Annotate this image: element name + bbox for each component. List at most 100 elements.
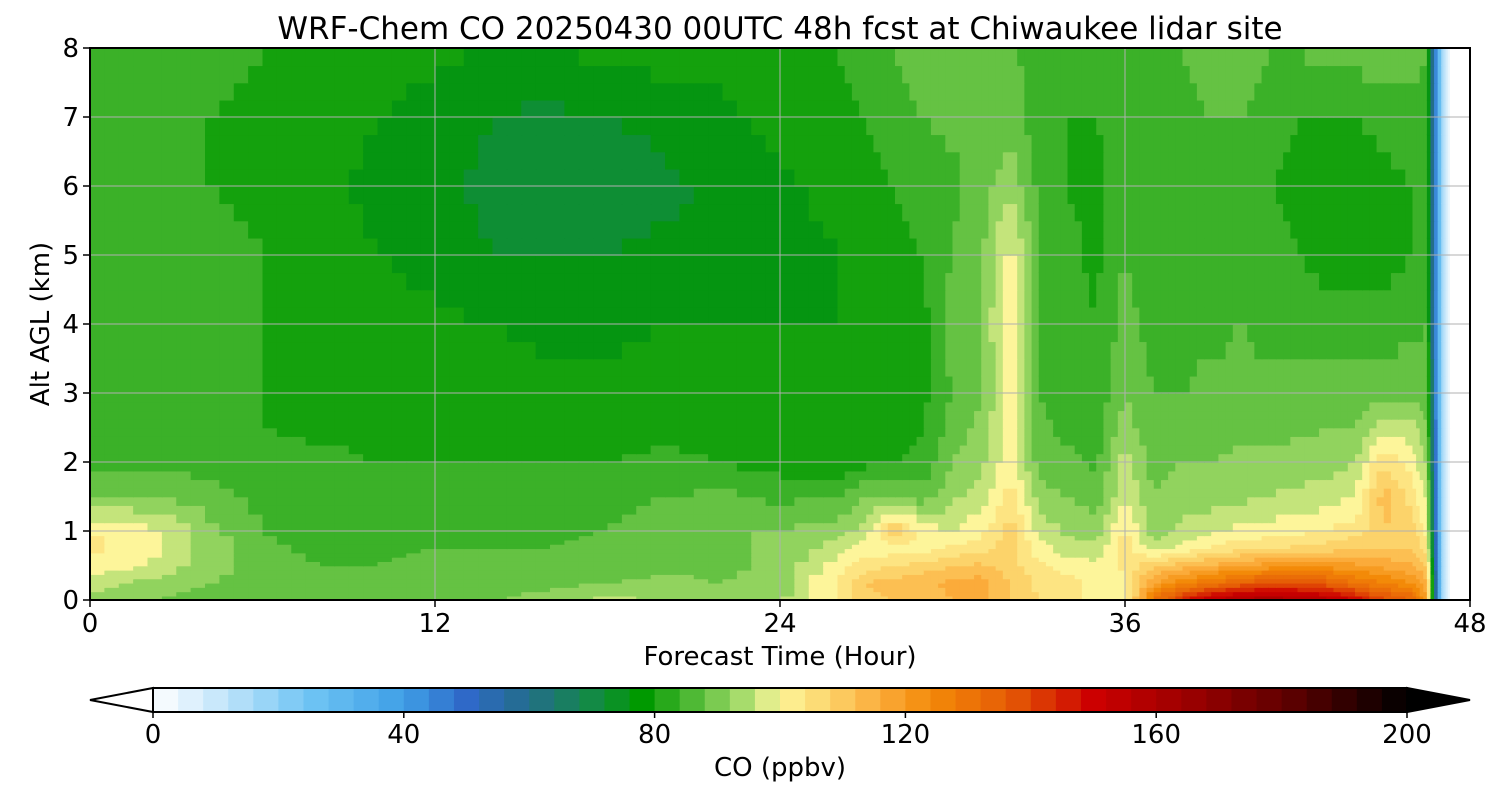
heatmap-cell — [873, 410, 882, 420]
heatmap-cell — [190, 595, 206, 600]
heatmap-cell — [262, 587, 278, 593]
heatmap-cell — [808, 418, 824, 429]
heatmap-cell — [909, 324, 918, 343]
heatmap-cell — [895, 462, 903, 472]
heatmap-cell — [1204, 505, 1213, 515]
heatmap-cell — [837, 324, 846, 343]
heatmap-cell — [535, 410, 551, 420]
heatmap-cell — [995, 565, 1004, 571]
heatmap-cell — [851, 436, 860, 446]
heatmap-cell — [650, 561, 666, 567]
heatmap-cell — [873, 453, 882, 463]
heatmap-cell — [621, 401, 638, 412]
heatmap-cell — [305, 487, 321, 498]
heatmap-cell — [1454, 505, 1461, 515]
heatmap-cell — [334, 479, 350, 489]
heatmap-cell — [880, 569, 889, 575]
heatmap-cell — [1189, 436, 1198, 446]
heatmap-cell — [593, 561, 609, 567]
heatmap-cell — [219, 561, 235, 567]
heatmap-cell — [902, 548, 911, 554]
heatmap-cell — [1132, 444, 1141, 455]
heatmap-cell — [118, 487, 134, 498]
heatmap-cell — [1355, 539, 1363, 545]
heatmap-cell — [1441, 453, 1445, 463]
heatmap-cell — [1362, 535, 1371, 541]
heatmap-cell — [1096, 427, 1105, 437]
heatmap-cell — [895, 548, 903, 554]
heatmap-cell — [1182, 513, 1191, 524]
heatmap-cell — [621, 539, 638, 545]
heatmap-cell — [492, 522, 508, 532]
heatmap-cell — [161, 444, 178, 455]
heatmap-cell — [1447, 548, 1451, 554]
heatmap-cell — [1196, 552, 1205, 558]
heatmap-cell — [334, 522, 350, 532]
heatmap-cell — [1067, 591, 1076, 597]
heatmap-cell — [780, 587, 796, 593]
heatmap-cell — [564, 582, 580, 588]
heatmap-cell — [1319, 595, 1328, 600]
heatmap-cell — [564, 444, 580, 455]
heatmap-cell — [808, 552, 824, 558]
heatmap-cell — [334, 324, 350, 343]
heatmap-cell — [1139, 556, 1148, 562]
heatmap-cell — [1225, 556, 1234, 562]
heatmap-cell — [1010, 505, 1018, 515]
heatmap-cell — [938, 574, 947, 580]
heatmap-cell — [1175, 556, 1184, 562]
heatmap-cell — [1304, 393, 1313, 403]
heatmap-cell — [1067, 436, 1076, 446]
heatmap-cell — [1362, 561, 1371, 567]
heatmap-cell — [916, 531, 925, 537]
heatmap-cell — [1283, 543, 1292, 550]
heatmap-cell — [1430, 582, 1435, 588]
heatmap-cell — [377, 574, 393, 580]
heatmap-cell — [1347, 543, 1356, 550]
heatmap-cell — [1081, 427, 1090, 437]
heatmap-cell — [751, 462, 767, 472]
heatmap-cell — [1204, 427, 1213, 437]
heatmap-cell — [147, 505, 163, 515]
heatmap-cell — [1405, 548, 1414, 554]
heatmap-cell — [521, 531, 537, 537]
heatmap-cell — [751, 401, 767, 412]
heatmap-cell — [1290, 453, 1299, 463]
heatmap-cell — [1254, 582, 1263, 588]
heatmap-cell — [492, 565, 508, 571]
heatmap-cell — [887, 401, 896, 412]
heatmap-cell — [988, 393, 997, 403]
heatmap-cell — [1383, 453, 1392, 463]
heatmap-cell — [1096, 513, 1105, 524]
heatmap-cell — [650, 578, 666, 584]
heatmap-cell — [320, 595, 336, 600]
heatmap-cell — [262, 410, 278, 420]
heatmap-cell — [1443, 505, 1447, 515]
heatmap-cell — [593, 487, 609, 498]
heatmap-cell — [1304, 410, 1313, 420]
heatmap-cell — [1175, 565, 1184, 571]
heatmap-cell — [1017, 531, 1026, 537]
heatmap-cell — [607, 587, 623, 593]
heatmap-cell — [205, 582, 221, 588]
heatmap-cell — [291, 565, 307, 571]
heatmap-cell — [104, 410, 120, 420]
heatmap-cell — [708, 358, 724, 377]
heatmap-cell — [1211, 539, 1220, 545]
heatmap-cell — [1103, 574, 1112, 580]
heatmap-cell — [880, 444, 889, 455]
heatmap-cell — [1247, 522, 1256, 532]
heatmap-cell — [1369, 496, 1378, 506]
heatmap-cell — [1146, 401, 1155, 412]
heatmap-cell — [1240, 569, 1248, 575]
heatmap-cell — [535, 453, 551, 463]
heatmap-cell — [133, 487, 149, 498]
heatmap-cell — [823, 522, 839, 532]
heatmap-cell — [377, 578, 393, 584]
heatmap-cell — [859, 375, 868, 394]
heatmap-cell — [880, 401, 889, 412]
heatmap-cell — [535, 587, 551, 593]
heatmap-cell — [930, 410, 939, 420]
heatmap-cell — [147, 587, 163, 593]
heatmap-cell — [780, 401, 796, 412]
